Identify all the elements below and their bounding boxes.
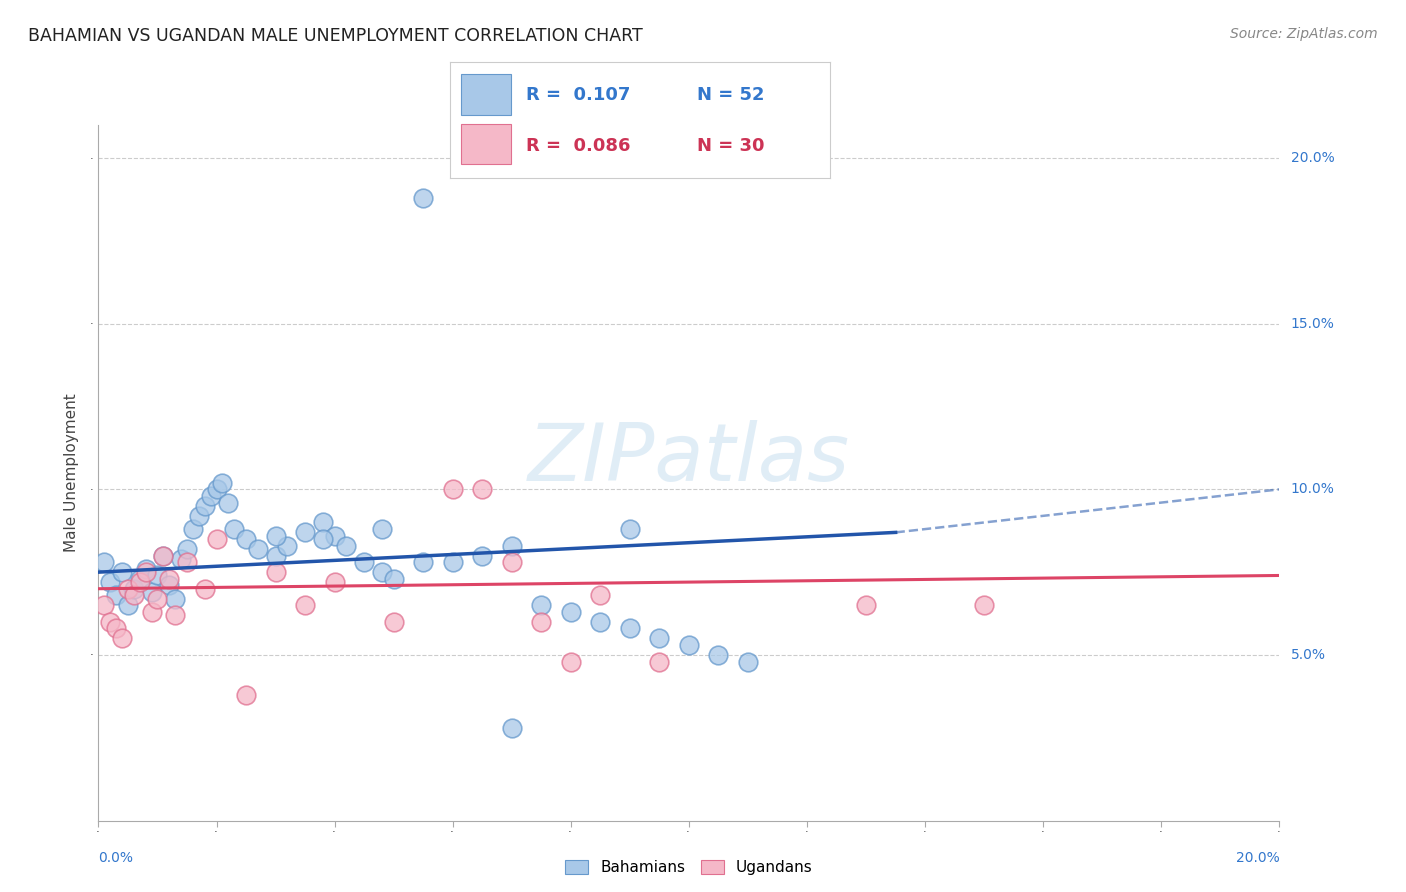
Text: 10.0%: 10.0% xyxy=(1291,483,1334,496)
Point xyxy=(441,483,464,497)
Point xyxy=(855,599,877,613)
Point xyxy=(135,565,157,579)
Point xyxy=(217,495,239,509)
Legend: Bahamians, Ugandans: Bahamians, Ugandans xyxy=(558,852,820,882)
Point xyxy=(205,532,228,546)
Point xyxy=(105,622,128,636)
Point xyxy=(117,582,139,596)
Point xyxy=(323,529,346,543)
Point xyxy=(152,549,174,563)
Point xyxy=(98,575,121,590)
Text: R =  0.107: R = 0.107 xyxy=(526,86,630,103)
Point xyxy=(187,508,209,523)
Point xyxy=(157,572,180,586)
Text: 0.0%: 0.0% xyxy=(98,851,134,865)
Point xyxy=(200,489,222,503)
Text: 20.0%: 20.0% xyxy=(1236,851,1279,865)
Point xyxy=(294,525,316,540)
Point xyxy=(530,615,553,629)
Point xyxy=(648,632,671,646)
Point xyxy=(128,575,150,590)
Point xyxy=(224,522,246,536)
Bar xyxy=(461,124,510,164)
Point xyxy=(560,605,582,619)
Text: ZIPatlas: ZIPatlas xyxy=(527,420,851,498)
Point xyxy=(678,638,700,652)
Point xyxy=(93,555,115,569)
Point xyxy=(412,555,434,569)
Point xyxy=(165,608,187,623)
Point xyxy=(323,575,346,590)
Point xyxy=(619,522,641,536)
Point xyxy=(312,532,335,546)
Point xyxy=(648,655,671,669)
Point xyxy=(141,605,163,619)
Point xyxy=(294,599,316,613)
Text: N = 52: N = 52 xyxy=(697,86,765,103)
Bar xyxy=(461,74,510,114)
Point xyxy=(973,599,995,613)
Point xyxy=(146,568,169,582)
Point xyxy=(111,632,134,646)
Point xyxy=(501,721,523,735)
Text: R =  0.086: R = 0.086 xyxy=(526,137,630,155)
Text: 15.0%: 15.0% xyxy=(1291,317,1334,331)
Point xyxy=(382,572,405,586)
Point xyxy=(176,555,198,569)
Point xyxy=(122,582,145,596)
Point xyxy=(382,615,405,629)
Point xyxy=(165,591,187,606)
Point xyxy=(312,516,335,530)
Point xyxy=(194,499,217,513)
Point xyxy=(412,191,434,205)
Point xyxy=(737,655,759,669)
Point xyxy=(117,599,139,613)
Point xyxy=(122,588,145,602)
Point xyxy=(335,539,357,553)
Point xyxy=(371,565,394,579)
Point xyxy=(371,522,394,536)
Point xyxy=(530,599,553,613)
Point xyxy=(560,655,582,669)
Point xyxy=(170,552,193,566)
Point xyxy=(105,588,128,602)
Point xyxy=(93,599,115,613)
Text: BAHAMIAN VS UGANDAN MALE UNEMPLOYMENT CORRELATION CHART: BAHAMIAN VS UGANDAN MALE UNEMPLOYMENT CO… xyxy=(28,27,643,45)
Point xyxy=(589,615,612,629)
Point xyxy=(152,549,174,563)
Point xyxy=(619,622,641,636)
Point xyxy=(146,591,169,606)
Point xyxy=(264,549,287,563)
Point xyxy=(111,565,134,579)
Point xyxy=(181,522,204,536)
Text: Source: ZipAtlas.com: Source: ZipAtlas.com xyxy=(1230,27,1378,41)
Point xyxy=(264,565,287,579)
Point xyxy=(128,572,150,586)
Point xyxy=(176,541,198,556)
Point xyxy=(353,555,375,569)
Text: 5.0%: 5.0% xyxy=(1291,648,1326,662)
Point xyxy=(98,615,121,629)
Point xyxy=(441,555,464,569)
Text: 20.0%: 20.0% xyxy=(1291,151,1334,165)
Y-axis label: Male Unemployment: Male Unemployment xyxy=(65,393,79,552)
Text: N = 30: N = 30 xyxy=(697,137,765,155)
Point xyxy=(141,585,163,599)
Point xyxy=(194,582,217,596)
Point xyxy=(205,483,228,497)
Point xyxy=(135,562,157,576)
Point xyxy=(501,539,523,553)
Point xyxy=(707,648,730,662)
Point xyxy=(264,529,287,543)
Point xyxy=(276,539,298,553)
Point xyxy=(471,549,494,563)
Point xyxy=(235,688,257,702)
Point xyxy=(471,483,494,497)
Point xyxy=(157,578,180,592)
Point xyxy=(589,588,612,602)
Point xyxy=(211,475,233,490)
Point xyxy=(501,555,523,569)
Point xyxy=(235,532,257,546)
Point xyxy=(246,541,269,556)
